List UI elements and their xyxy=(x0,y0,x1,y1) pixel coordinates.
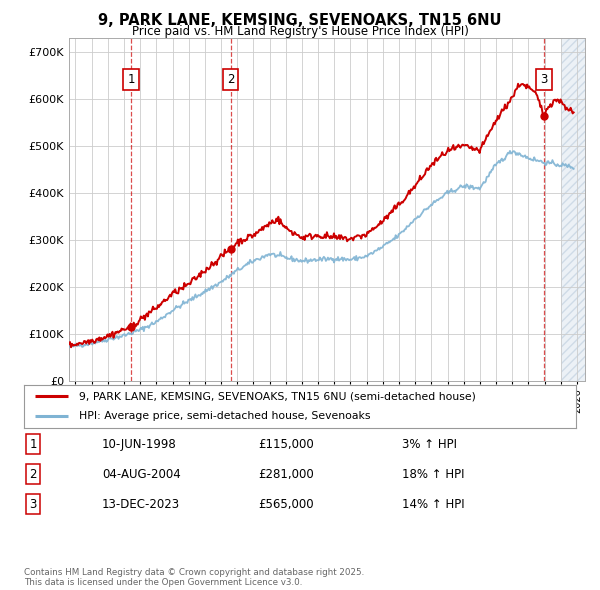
Text: 2: 2 xyxy=(227,73,235,86)
Text: 9, PARK LANE, KEMSING, SEVENOAKS, TN15 6NU (semi-detached house): 9, PARK LANE, KEMSING, SEVENOAKS, TN15 6… xyxy=(79,391,476,401)
Text: Contains HM Land Registry data © Crown copyright and database right 2025.
This d: Contains HM Land Registry data © Crown c… xyxy=(24,568,364,587)
Text: 13-DEC-2023: 13-DEC-2023 xyxy=(102,498,180,511)
Text: Price paid vs. HM Land Registry's House Price Index (HPI): Price paid vs. HM Land Registry's House … xyxy=(131,25,469,38)
Text: 10-JUN-1998: 10-JUN-1998 xyxy=(102,438,177,451)
Text: 18% ↑ HPI: 18% ↑ HPI xyxy=(402,468,464,481)
Text: £281,000: £281,000 xyxy=(258,468,314,481)
Text: 1: 1 xyxy=(127,73,135,86)
Text: 3% ↑ HPI: 3% ↑ HPI xyxy=(402,438,457,451)
Text: 14% ↑ HPI: 14% ↑ HPI xyxy=(402,498,464,511)
Text: 04-AUG-2004: 04-AUG-2004 xyxy=(102,468,181,481)
Text: 3: 3 xyxy=(29,498,37,511)
Bar xyxy=(561,38,585,381)
Text: £565,000: £565,000 xyxy=(258,498,314,511)
Text: 9, PARK LANE, KEMSING, SEVENOAKS, TN15 6NU: 9, PARK LANE, KEMSING, SEVENOAKS, TN15 6… xyxy=(98,13,502,28)
Text: 3: 3 xyxy=(540,73,547,86)
Text: £115,000: £115,000 xyxy=(258,438,314,451)
Text: 1: 1 xyxy=(29,438,37,451)
Text: 2: 2 xyxy=(29,468,37,481)
Text: HPI: Average price, semi-detached house, Sevenoaks: HPI: Average price, semi-detached house,… xyxy=(79,411,371,421)
